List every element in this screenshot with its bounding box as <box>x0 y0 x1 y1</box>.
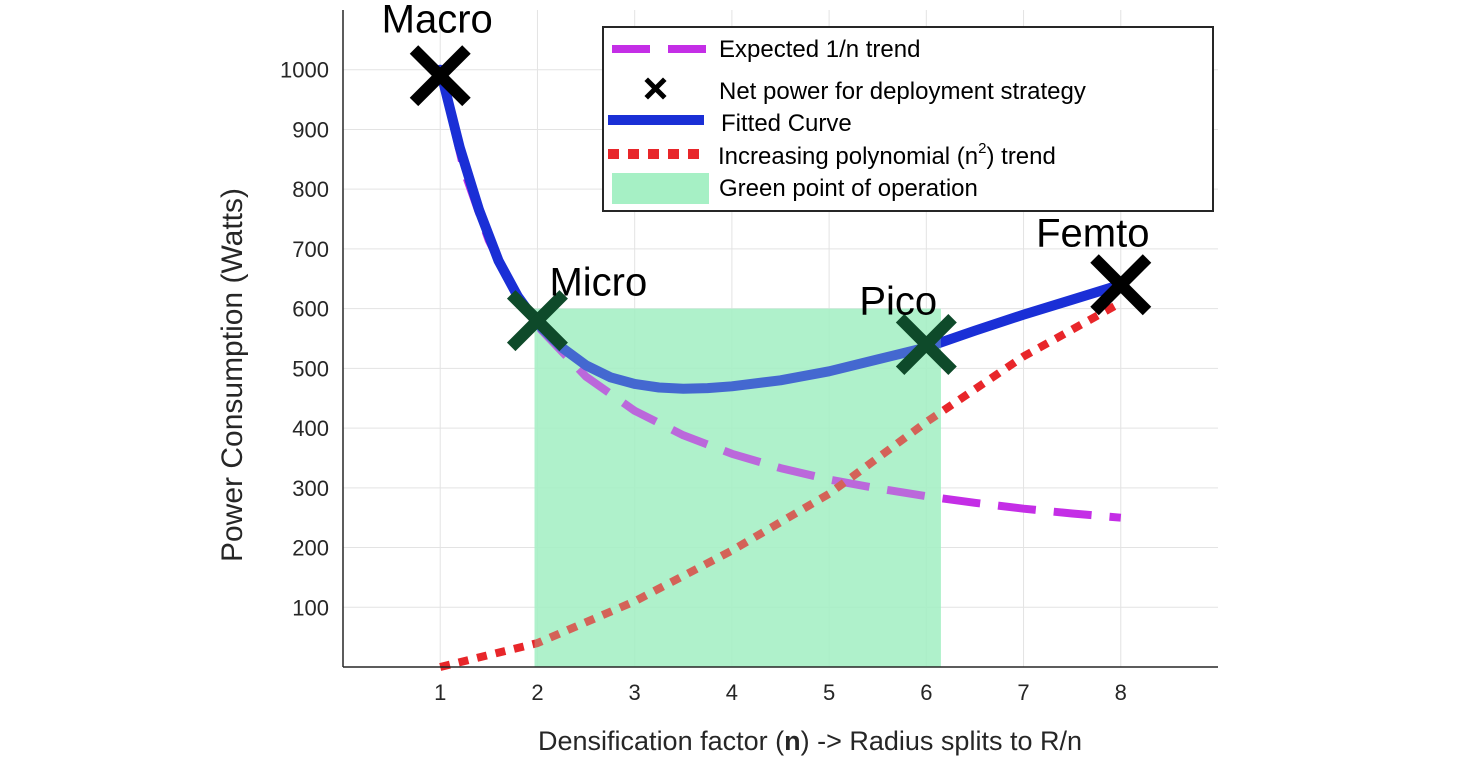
x-tick-label: 6 <box>920 680 932 705</box>
y-tick-label: 600 <box>292 297 329 322</box>
y-tick-label: 900 <box>292 117 329 142</box>
legend: Expected 1/n trend Net power for deploym… <box>602 26 1214 212</box>
increasing-polynomial-trend-line <box>439 299 1123 671</box>
x-tick-label: 1 <box>434 680 446 705</box>
marker-stroke <box>1090 254 1152 316</box>
green-region-overlay <box>534 308 941 667</box>
series-layer <box>435 64 1126 671</box>
legend-entry-region: Green point of operation <box>719 175 978 202</box>
marker-x-macro <box>409 45 471 107</box>
legend-region-swatch <box>612 173 709 204</box>
legend-poly-superscript: 2 <box>978 140 986 157</box>
x-tick-label: 5 <box>823 680 835 705</box>
point-label-micro: Micro <box>549 261 647 305</box>
point-label-femto: Femto <box>1036 212 1149 256</box>
y-tick-label: 400 <box>292 416 329 441</box>
point-label-pico: Pico <box>859 279 937 323</box>
legend-entry-net-power: Net power for deployment strategy <box>719 78 1086 105</box>
x-tick-label: 2 <box>531 680 543 705</box>
y-tick-label: 100 <box>292 595 329 620</box>
expected-1-over-n-trend-line <box>436 68 1122 522</box>
y-tick-label: 1000 <box>280 58 329 83</box>
markers: Macro Micro Pico Femto <box>382 0 1152 375</box>
tick-labels: 1 2 3 4 5 6 7 8 100 200 300 400 500 600 700 800 900 1000 <box>280 58 1127 705</box>
y-tick-label: 200 <box>292 536 329 561</box>
legend-x-swatch <box>644 77 667 100</box>
y-tick-label: 300 <box>292 476 329 501</box>
legend-entry-expected: Expected 1/n trend <box>719 36 920 63</box>
y-axis-label: Power Consumption (Watts) <box>216 188 249 562</box>
legend-entry-polynomial: Increasing polynomial (n2) trend <box>718 140 1056 170</box>
y-tick-label: 800 <box>292 177 329 202</box>
legend-entry-fitted: Fitted Curve <box>721 110 852 137</box>
x-tick-label: 7 <box>1017 680 1029 705</box>
y-tick-label: 500 <box>292 356 329 381</box>
marker-stroke <box>409 45 471 107</box>
x-tick-label: 3 <box>629 680 641 705</box>
x-axis-label-bold: n <box>784 726 801 756</box>
x-axis-label-part1: Densification factor ( <box>538 726 784 756</box>
marker-x-femto <box>1090 254 1152 316</box>
marker-stroke <box>895 313 957 375</box>
axes <box>342 10 1218 668</box>
x-axis-label-part2: ) -> Radius splits to R/n <box>801 726 1082 756</box>
x-tick-label: 4 <box>726 680 738 705</box>
marker-stroke <box>506 290 568 352</box>
legend-poly-part1: Increasing polynomial (n <box>718 143 978 170</box>
marker-x-micro <box>506 290 568 352</box>
x-axis-label: Densification factor (n) -> Radius split… <box>538 726 1082 756</box>
legend-poly-part2: ) trend <box>986 143 1055 170</box>
x-tick-label: 8 <box>1115 680 1127 705</box>
fitted-curve-line <box>435 64 1126 394</box>
y-tick-label: 700 <box>292 237 329 262</box>
marker-x-pico <box>895 313 957 375</box>
point-label-macro: Macro <box>382 0 493 42</box>
